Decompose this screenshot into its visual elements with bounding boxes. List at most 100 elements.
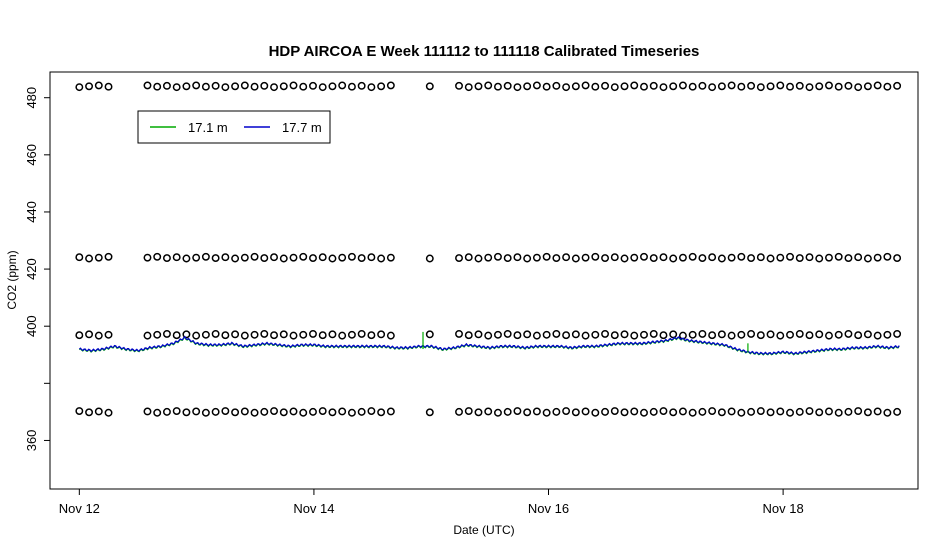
calibration-point [825,253,833,262]
y-tick-label: 440 [24,201,39,223]
calibration-point [542,330,551,339]
calibration-point [270,253,278,262]
calibration-point [104,82,113,91]
calibration-point [883,252,892,261]
calibration-point [669,330,678,339]
calibration-point [357,329,366,338]
calibration-point [153,330,162,339]
calibration-point [815,82,824,91]
calibration-point [182,408,191,417]
calibration-point [289,81,298,90]
x-tick-label: Nov 18 [763,501,804,516]
calibration-point [776,81,785,90]
calibration-point [484,253,493,262]
calibration-point [776,407,785,416]
calibration-point [338,81,347,90]
calibration-point [630,407,639,416]
y-axis-label: CO2 (ppm) [5,250,19,309]
calibration-point [893,254,902,263]
calibration-point [873,81,882,90]
calibration-point [338,331,347,340]
calibration-point [425,82,434,91]
calibration-point [474,82,483,91]
calibration-point [153,252,162,261]
calibration-point [377,254,386,263]
calibration-point [240,331,249,340]
calibration-point [513,407,522,415]
calibration-point [649,254,658,263]
calibration-point [503,407,512,416]
calibration-point [795,329,804,338]
calibration-point [844,329,853,338]
calibration-point [318,253,327,262]
calibration-point [328,330,337,339]
calibration-point [221,83,230,92]
calibration-point [669,82,678,91]
y-tick-label: 420 [24,258,39,280]
legend: 17.1 m 17.7 m [137,110,331,144]
calibration-point [318,331,327,340]
calibration-point [357,407,366,416]
plot-frame [49,71,919,490]
calibration-point [659,331,668,340]
calibration-point [571,408,580,417]
calibration-point [484,81,493,90]
calibration-point [464,253,473,262]
calibration-point [815,330,824,339]
calibration-point [610,253,619,262]
calibration-point [756,83,765,92]
calibration-point [601,254,610,263]
calibration-point [854,83,863,92]
calibration-point [893,407,902,416]
calibration-point [688,252,697,261]
calibration-point [756,407,765,415]
calibration-point [678,253,687,262]
calibration-point [182,254,191,263]
calibration-point [630,253,639,262]
calibration-point [532,331,541,340]
calibration-point [94,331,103,340]
calibration-point [601,329,610,338]
calibration-point [805,331,814,340]
calibration-point [367,253,376,262]
calibration-point [357,81,366,90]
calibration-point [834,252,843,261]
calibration-point [795,254,804,263]
calibration-point [805,83,814,92]
calibration-point [75,407,84,415]
calibration-point [815,254,824,263]
calibration-point [756,331,765,340]
calibration-point [630,81,639,90]
calibration-points [75,81,902,417]
calibration-point [192,331,201,340]
calibration-point [688,408,697,417]
calibration-point [260,329,269,338]
calibration-point [854,253,863,262]
calibration-point [863,330,872,339]
calibration-point [211,81,220,90]
calibration-point [240,407,249,416]
calibration-point [688,82,697,91]
calibration-point [708,83,717,92]
calibration-point [503,81,512,90]
calibration-point [591,330,600,339]
calibration-point [211,407,220,416]
calibration-point [211,329,220,338]
calibration-point [162,81,171,90]
calibration-point [279,254,288,263]
calibration-point [562,407,571,415]
calibration-point [289,407,298,416]
calibration-point [328,254,337,263]
calibration-point [571,254,580,263]
calibration-point [377,408,386,417]
calibration-point [347,252,356,261]
y-axis: 360 400 420 440 460 480 [24,87,50,451]
calibration-point [484,331,493,340]
calibration-point [834,82,843,91]
calibration-point [601,81,610,90]
calibration-point [221,253,230,262]
calibration-point [786,408,794,417]
calibration-point [357,254,366,263]
calibration-point [659,83,668,92]
calibration-point [717,330,726,339]
